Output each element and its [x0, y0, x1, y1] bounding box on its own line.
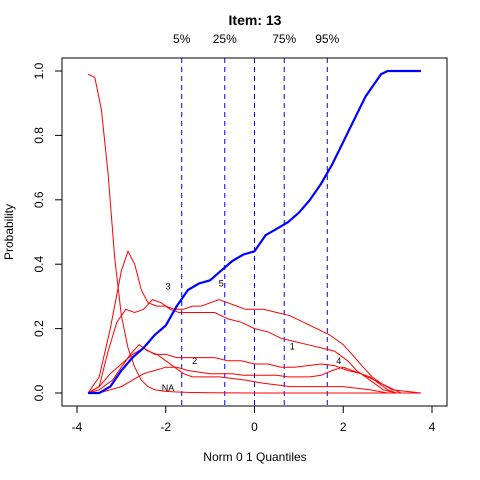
expected-curve: [88, 69, 421, 395]
quantile-label: 95%: [315, 32, 339, 46]
option-curve-3: [87, 250, 421, 394]
chart-title: Item: 13: [229, 12, 282, 28]
x-axis-title: Norm 0 1 Quantiles: [203, 450, 306, 464]
y-tick-label: 0.0: [32, 384, 46, 401]
option-curve-5: [88, 366, 421, 394]
x-tick-label: -2: [160, 420, 171, 434]
option-curves: [87, 73, 421, 394]
curve-label: 5: [219, 279, 224, 289]
x-tick-label: 2: [340, 420, 347, 434]
curve-label: 3: [165, 282, 170, 292]
x-tick-label: 4: [429, 420, 436, 434]
quantile-label: 5%: [173, 32, 191, 46]
x-axis: -4 -2 0 2 4: [72, 406, 436, 434]
option-curve-1: [87, 299, 421, 394]
curve-labels: 3 5 2 1 4 NA: [162, 279, 342, 394]
y-axis-title: Probability: [2, 204, 16, 260]
curve-label: NA: [162, 383, 175, 393]
curve-label: 4: [336, 356, 341, 366]
quantile-lines: 5% 25% 75% 95%: [173, 32, 340, 406]
option-curve-na: [87, 73, 421, 394]
option-curve-4: [87, 344, 421, 394]
y-tick-label: 0.6: [32, 191, 46, 208]
quantile-label: 75%: [272, 32, 296, 46]
quantile-label: 25%: [213, 32, 237, 46]
x-tick-label: 0: [251, 420, 258, 434]
y-tick-label: 0.8: [32, 127, 46, 144]
curve-label: 2: [192, 356, 197, 366]
y-tick-label: 1.0: [32, 62, 46, 79]
curve-label: 1: [290, 341, 295, 351]
y-tick-label: 0.4: [32, 256, 46, 273]
y-tick-label: 0.2: [32, 320, 46, 337]
x-tick-label: -4: [72, 420, 83, 434]
expected-score-line: [88, 69, 421, 395]
y-axis: 0.0 0.2 0.4 0.6 0.8 1.0: [32, 62, 62, 401]
